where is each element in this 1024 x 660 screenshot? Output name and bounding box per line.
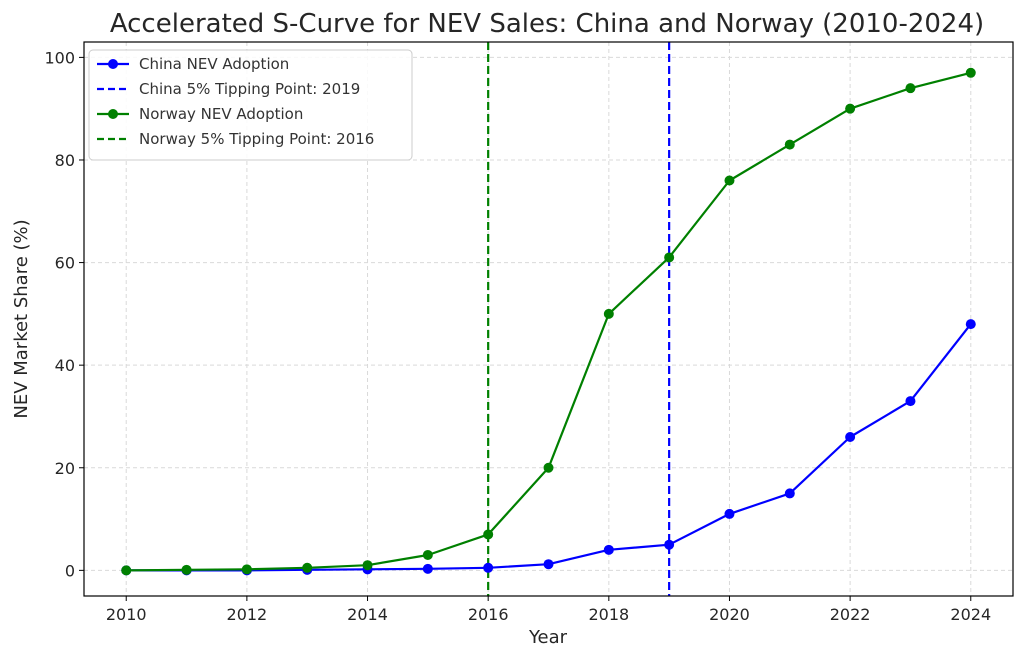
china-nev-adoption-point xyxy=(905,396,916,407)
x-tick-label: 2012 xyxy=(227,605,268,624)
china-nev-adoption-point xyxy=(664,539,675,550)
y-tick-label: 100 xyxy=(44,48,75,67)
y-axis-ticks: 0 20 40 60 80 100 xyxy=(44,48,84,580)
norway-nev-adoption-point xyxy=(241,564,252,575)
x-tick-label: 2024 xyxy=(950,605,991,624)
plot-frame xyxy=(83,41,1014,597)
china-nev-adoption-line xyxy=(126,323,972,572)
y-tick-label: 80 xyxy=(55,151,75,170)
norway-nev-adoption-point xyxy=(905,83,916,94)
legend-label-china-nev-adoption: China NEV Adoption xyxy=(139,55,289,73)
series xyxy=(121,67,976,576)
norway-nev-adoption-point xyxy=(845,103,856,114)
y-axis-label: NEV Market Share (%) xyxy=(11,219,32,418)
legend-box xyxy=(88,49,413,161)
china-nev-adoption-point xyxy=(543,559,554,570)
x-axis-ticks: 2010 2012 2014 2016 2018 2020 2022 2024 xyxy=(106,596,991,624)
norway-nev-adoption-point xyxy=(362,560,373,571)
legend-marker-china-nev-adoption xyxy=(108,59,118,69)
legend-marker-norway-nev-adoption xyxy=(108,109,118,119)
norway-nev-adoption-point xyxy=(724,175,735,186)
china-nev-adoption-point xyxy=(603,544,614,555)
norway-nev-adoption-point xyxy=(121,565,132,576)
china-nev-adoption-point xyxy=(483,562,494,573)
x-tick-label: 2022 xyxy=(830,605,871,624)
y-tick-label: 0 xyxy=(65,561,75,580)
norway-nev-adoption-point xyxy=(302,562,313,573)
chart-title: Accelerated S-Curve for NEV Sales: China… xyxy=(110,9,984,39)
y-tick-label: 40 xyxy=(55,356,75,375)
norway-nev-adoption-point xyxy=(483,529,494,540)
x-axis-label: Year xyxy=(528,627,568,648)
norway-nev-adoption-point xyxy=(543,462,554,473)
norway-nev-adoption-point xyxy=(181,564,192,575)
china-nev-adoption-point xyxy=(965,319,976,330)
x-tick-label: 2018 xyxy=(588,605,629,624)
y-tick-label: 60 xyxy=(55,254,75,273)
legend-label-china-5-tipping-point-2019: China 5% Tipping Point: 2019 xyxy=(139,80,360,98)
china-nev-adoption-point xyxy=(724,508,735,519)
norway-nev-adoption-point xyxy=(784,139,795,150)
legend-label-norway-nev-adoption: Norway NEV Adoption xyxy=(139,105,303,123)
china-nev-adoption-point xyxy=(422,563,433,574)
norway-nev-adoption-point xyxy=(422,549,433,560)
tipping-point-lines xyxy=(487,42,671,596)
norway-nev-adoption-point xyxy=(965,67,976,78)
norway-nev-adoption-point xyxy=(664,252,675,263)
norway-nev-adoption-point xyxy=(603,308,614,319)
x-tick-label: 2014 xyxy=(347,605,388,624)
y-tick-label: 20 xyxy=(55,459,75,478)
x-tick-label: 2010 xyxy=(106,605,147,624)
china-nev-adoption-point xyxy=(784,488,795,499)
legend-label-norway-5-tipping-point-2016: Norway 5% Tipping Point: 2016 xyxy=(139,130,374,148)
china-nev-adoption-point xyxy=(845,431,856,442)
x-tick-label: 2016 xyxy=(468,605,509,624)
x-tick-label: 2020 xyxy=(709,605,750,624)
legend: China NEV Adoption China 5% Tipping Point… xyxy=(88,49,413,161)
